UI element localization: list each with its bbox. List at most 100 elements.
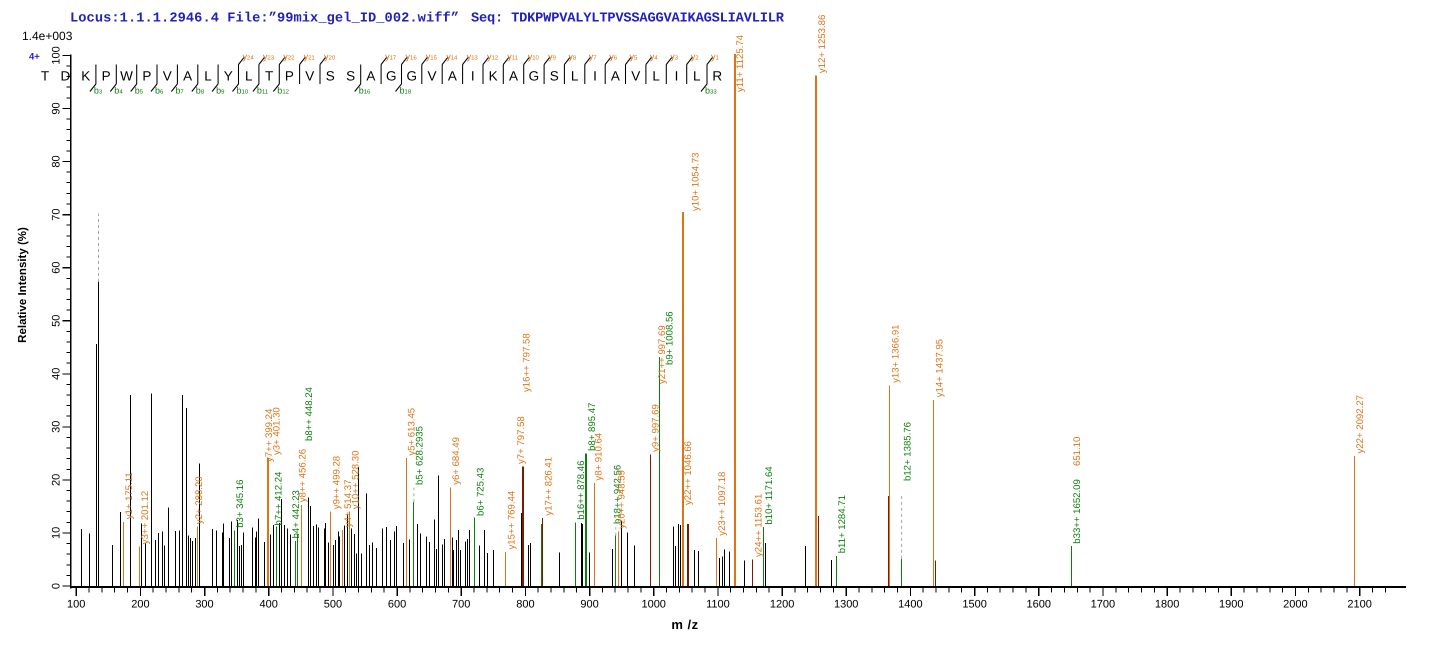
svg-text:y5: y5 — [630, 51, 639, 61]
svg-text:y9: y9 — [548, 51, 557, 61]
svg-text:A: A — [611, 69, 620, 84]
svg-text:S: S — [326, 69, 335, 84]
svg-text:y7+ 797.58: y7+ 797.58 — [516, 416, 527, 464]
svg-text:1400: 1400 — [898, 599, 922, 611]
svg-text:V: V — [631, 69, 640, 84]
svg-text:b11+ 1284.71: b11+ 1284.71 — [837, 495, 848, 553]
svg-text:Relative Intensity (%): Relative Intensity (%) — [17, 227, 29, 343]
svg-text:m /z: m /z — [671, 617, 698, 632]
svg-text:y24: y24 — [243, 51, 255, 61]
svg-text:y10+ 1054.73: y10+ 1054.73 — [690, 153, 701, 211]
svg-text:y3++ 201.12: y3++ 201.12 — [140, 491, 151, 544]
svg-text:y21++ 997.69: y21++ 997.69 — [657, 325, 668, 384]
svg-text:G: G — [529, 69, 540, 84]
svg-text:b6: b6 — [155, 86, 164, 96]
svg-text:b4: b4 — [114, 86, 123, 96]
svg-text:700: 700 — [452, 599, 470, 611]
svg-text:y3+ 401.30: y3+ 401.30 — [271, 407, 282, 455]
svg-text:P: P — [142, 69, 151, 84]
svg-text:T: T — [265, 69, 273, 84]
svg-text:b11: b11 — [257, 86, 269, 96]
svg-text:W: W — [120, 69, 133, 84]
svg-text:b5+ 628.2935: b5+ 628.2935 — [415, 426, 426, 485]
svg-text:G: G — [386, 69, 397, 84]
svg-text:y22: y22 — [283, 51, 295, 61]
svg-text:b18: b18 — [400, 86, 412, 96]
svg-text:80: 80 — [51, 155, 63, 167]
svg-text:I: I — [593, 69, 597, 84]
svg-text:b12+ 1385.76: b12+ 1385.76 — [902, 422, 913, 481]
svg-text:y8+ 910.64: y8+ 910.64 — [593, 432, 604, 480]
svg-text:y15: y15 — [426, 51, 438, 61]
svg-text:b12: b12 — [277, 86, 289, 96]
svg-text:Y: Y — [224, 69, 233, 84]
svg-text:y4+ 514.37: y4+ 514.37 — [343, 480, 354, 528]
svg-text:b33: b33 — [705, 86, 717, 96]
svg-text:b18++ 942.56: b18++ 942.56 — [612, 465, 623, 524]
svg-text:A: A — [366, 69, 375, 84]
svg-text:50: 50 — [51, 315, 63, 327]
svg-text:L: L — [571, 69, 579, 84]
svg-text:b8++ 448.24: b8++ 448.24 — [304, 386, 315, 441]
svg-text:y14: y14 — [446, 51, 458, 61]
svg-text:y11: y11 — [507, 51, 518, 61]
svg-text:900: 900 — [580, 599, 598, 611]
svg-text:y16: y16 — [406, 51, 418, 61]
svg-text:1200: 1200 — [770, 599, 794, 611]
svg-text:y12+ 1253.86: y12+ 1253.86 — [817, 15, 828, 73]
svg-text:2100: 2100 — [1347, 599, 1371, 611]
svg-text:b4+ 442.23: b4+ 442.23 — [291, 490, 302, 538]
svg-text:b5: b5 — [135, 86, 144, 96]
svg-text:1000: 1000 — [641, 599, 665, 611]
svg-text:y20: y20 — [324, 51, 336, 61]
svg-text:1600: 1600 — [1027, 599, 1051, 611]
svg-text:y11+ 1125.74: y11+ 1125.74 — [735, 34, 746, 92]
svg-text:Seq: TDKPWPVALYLTPVSSAGGVAIKAG: Seq: TDKPWPVALYLTPVSSAGGVAIKAGSLIAVLILR — [471, 12, 785, 27]
svg-text:800: 800 — [516, 599, 534, 611]
svg-text:y7++ 399.24: y7++ 399.24 — [264, 408, 275, 462]
svg-text:y17++ 826.41: y17++ 826.41 — [544, 457, 555, 516]
svg-text:100: 100 — [51, 46, 63, 64]
svg-text:y13: y13 — [467, 51, 479, 61]
svg-text:y24++ 1153.61: y24++ 1153.61 — [754, 494, 765, 557]
svg-text:y7: y7 — [589, 51, 598, 61]
svg-text:0: 0 — [51, 583, 63, 589]
svg-text:y6+ 684.49: y6+ 684.49 — [451, 437, 462, 485]
svg-text:y1: y1 — [711, 51, 720, 61]
svg-text:b8: b8 — [196, 86, 205, 96]
svg-text:P: P — [285, 69, 294, 84]
svg-text:P: P — [102, 69, 111, 84]
svg-text:y4: y4 — [650, 51, 659, 61]
svg-text:R: R — [712, 69, 722, 84]
svg-text:1800: 1800 — [1155, 599, 1179, 611]
svg-text:30: 30 — [51, 421, 63, 433]
svg-text:G: G — [406, 69, 417, 84]
svg-text:y10++ 528.30: y10++ 528.30 — [351, 451, 362, 510]
svg-text:y20++ 948.59: y20++ 948.59 — [617, 470, 628, 529]
svg-text:V: V — [427, 69, 436, 84]
svg-text:100: 100 — [67, 599, 85, 611]
svg-text:2000: 2000 — [1283, 599, 1307, 611]
svg-text:y5+ 613.45: y5+ 613.45 — [407, 408, 418, 456]
svg-text:y2+ 288.20: y2+ 288.20 — [194, 476, 205, 524]
svg-text:b3+ 345.16: b3+ 345.16 — [235, 480, 246, 528]
svg-text:b16++ 878.46: b16++ 878.46 — [576, 461, 587, 520]
svg-text:500: 500 — [324, 599, 342, 611]
svg-text:1500: 1500 — [962, 599, 986, 611]
svg-text:A: A — [183, 69, 192, 84]
svg-text:y6: y6 — [609, 51, 618, 61]
svg-text:b9+ 1008.56: b9+ 1008.56 — [664, 311, 675, 365]
svg-text:4+: 4+ — [29, 52, 40, 63]
svg-text:K: K — [489, 69, 498, 84]
svg-text:S: S — [550, 69, 559, 84]
svg-text:600: 600 — [388, 599, 406, 611]
svg-text:y9++ 499.28: y9++ 499.28 — [332, 456, 343, 509]
svg-text:I: I — [471, 69, 475, 84]
svg-text:L: L — [693, 69, 701, 84]
svg-text:I: I — [675, 69, 679, 84]
svg-text:V: V — [163, 69, 172, 84]
svg-text:20: 20 — [51, 474, 63, 486]
svg-text:b33++ 1652.09: b33++ 1652.09 — [1072, 479, 1083, 544]
svg-text:y23++ 1097.18: y23++ 1097.18 — [717, 472, 728, 536]
svg-text:400: 400 — [260, 599, 278, 611]
